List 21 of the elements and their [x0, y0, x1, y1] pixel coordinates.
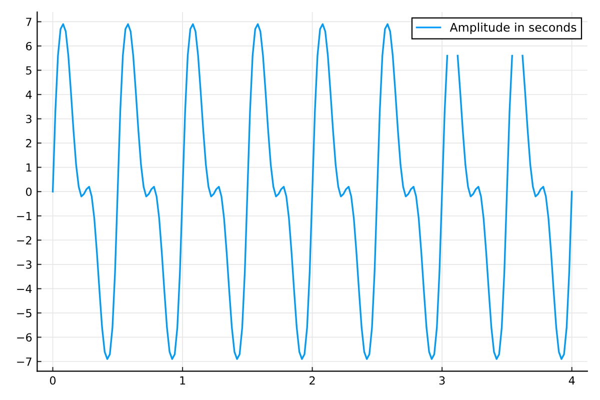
y-tick-label: 2 — [26, 139, 32, 148]
y-tick-label: 4 — [26, 90, 32, 99]
y-tick-label: 6 — [26, 42, 32, 50]
x-tick-label: 0 — [50, 376, 56, 385]
y-tick-label: −2 — [17, 236, 32, 244]
y-tick-label: 1 — [26, 163, 32, 172]
legend-label: Amplitude in seconds — [450, 22, 576, 34]
y-tick-label: 0 — [26, 188, 32, 196]
x-tick-label: 4 — [568, 376, 575, 385]
y-tick-label: −5 — [17, 309, 32, 318]
y-tick-label: −6 — [17, 333, 32, 342]
x-tick-label: 2 — [310, 376, 315, 385]
y-tick-label: −3 — [17, 260, 32, 269]
y-tick-label: 7 — [26, 18, 32, 26]
y-tick-label: −4 — [17, 284, 32, 293]
x-tick-label: 1 — [180, 376, 186, 385]
y-tick-label: 5 — [26, 66, 32, 75]
x-tick-label: 3 — [439, 376, 445, 385]
y-tick-label: −1 — [17, 212, 32, 220]
y-tick-label: −7 — [17, 358, 32, 366]
y-tick-label: 3 — [26, 114, 32, 124]
